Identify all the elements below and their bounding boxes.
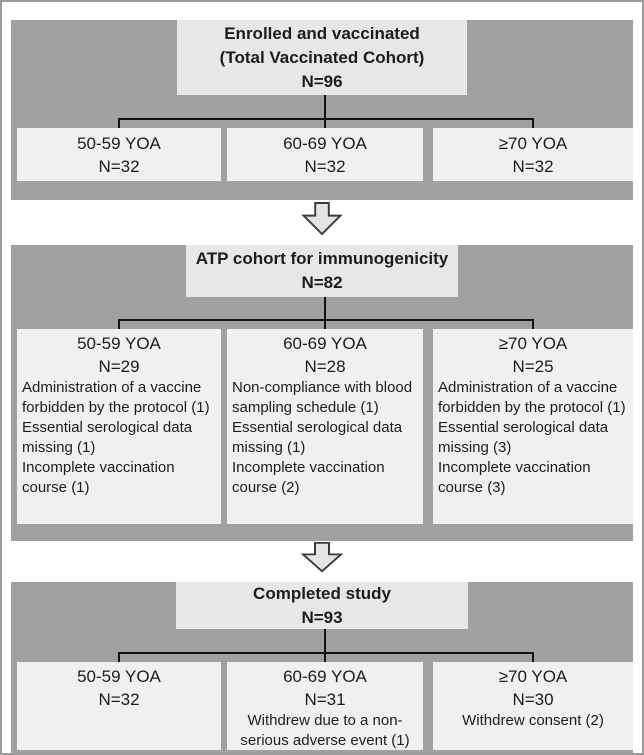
group-n-count: N=29	[98, 357, 140, 376]
group-title: 50-59 YOA	[77, 334, 161, 353]
group-title: 60-69 YOA	[283, 667, 367, 686]
group-title: ≥70 YOA	[498, 667, 568, 686]
age-group-row: 50-59 YOA N=32 60-69 YOA N=32 ≥70 YOA N=…	[11, 128, 633, 181]
age-group-row: 50-59 YOA N=32 60-69 YOA N=31 Withdrew d…	[11, 662, 633, 750]
exclusion-note: Essential serological data missing (3)	[438, 419, 609, 456]
group-box-tvc-70plus: ≥70 YOA N=32	[433, 128, 633, 181]
withdrawal-note: Withdrew consent (2)	[462, 712, 604, 729]
down-arrow-icon	[300, 542, 344, 573]
header-line: (Total Vaccinated Cohort)	[219, 47, 425, 67]
group-n-count: N=30	[512, 690, 554, 709]
connector-lines	[118, 297, 534, 329]
header-n-count: N=96	[301, 71, 343, 91]
header-line: Completed study	[253, 583, 391, 603]
exclusion-note: Incomplete vaccination course (3)	[438, 459, 591, 496]
connector-lines	[118, 629, 534, 662]
flow-panel-atp-cohort: ATP cohort for immunogenicity N=82 50-59…	[11, 245, 633, 541]
header-box-total-vaccinated: Enrolled and vaccinated (Total Vaccinate…	[177, 20, 467, 95]
group-n-count: N=28	[304, 357, 346, 376]
header-n-count: N=82	[301, 273, 343, 292]
header-line: Enrolled and vaccinated	[224, 23, 420, 43]
withdrawal-note: Withdrew due to a non-serious adverse ev…	[240, 712, 410, 749]
group-box-completed-70plus: ≥70 YOA N=30 Withdrew consent (2)	[433, 662, 633, 750]
group-n-count: N=32	[98, 690, 140, 709]
panel-gap	[11, 541, 633, 574]
group-box-tvc-50-59: 50-59 YOA N=32	[17, 128, 221, 181]
header-n-count: N=93	[301, 607, 343, 627]
group-box-atp-60-69: 60-69 YOA N=28 Non-compliance with blood…	[227, 329, 423, 524]
exclusion-note: Non-compliance with blood sampling sched…	[232, 379, 413, 416]
group-n-count: N=32	[98, 156, 140, 176]
panel-gap	[11, 200, 633, 237]
group-box-atp-70plus: ≥70 YOA N=25 Administration of a vaccine…	[433, 329, 633, 524]
group-box-atp-50-59: 50-59 YOA N=29 Administration of a vacci…	[17, 329, 221, 524]
exclusion-note: Administration of a vaccine forbidden by…	[438, 379, 626, 416]
exclusion-note: Essential serological data missing (1)	[22, 419, 193, 456]
group-box-completed-60-69: 60-69 YOA N=31 Withdrew due to a non-ser…	[227, 662, 423, 750]
exclusion-note: Administration of a vaccine forbidden by…	[22, 379, 210, 416]
group-title: 50-59 YOA	[77, 667, 161, 686]
group-title: 60-69 YOA	[283, 334, 367, 353]
header-box-completed-study: Completed study N=93	[176, 582, 468, 629]
group-box-completed-50-59: 50-59 YOA N=32	[17, 662, 221, 750]
group-title: 50-59 YOA	[77, 133, 161, 153]
group-box-tvc-60-69: 60-69 YOA N=32	[227, 128, 423, 181]
group-title: 60-69 YOA	[283, 133, 367, 153]
down-arrow-icon	[301, 201, 343, 235]
connector-lines	[118, 95, 534, 128]
header-box-atp-cohort: ATP cohort for immunogenicity N=82	[186, 245, 458, 297]
group-n-count: N=31	[304, 690, 346, 709]
flow-panel-total-vaccinated: Enrolled and vaccinated (Total Vaccinate…	[11, 20, 633, 200]
group-n-count: N=32	[512, 156, 554, 176]
group-n-count: N=25	[512, 357, 554, 376]
exclusion-note: Essential serological data missing (1)	[232, 419, 403, 456]
header-line: ATP cohort for immunogenicity	[195, 249, 449, 268]
group-n-count: N=32	[304, 156, 346, 176]
age-group-row: 50-59 YOA N=29 Administration of a vacci…	[11, 329, 633, 524]
flow-panel-completed-study: Completed study N=93 50-59 YOA N=32 60-6…	[11, 582, 633, 753]
group-title: ≥70 YOA	[498, 334, 568, 353]
exclusion-note: Incomplete vaccination course (1)	[22, 459, 175, 496]
group-title: ≥70 YOA	[498, 133, 568, 153]
exclusion-note: Incomplete vaccination course (2)	[232, 459, 385, 496]
